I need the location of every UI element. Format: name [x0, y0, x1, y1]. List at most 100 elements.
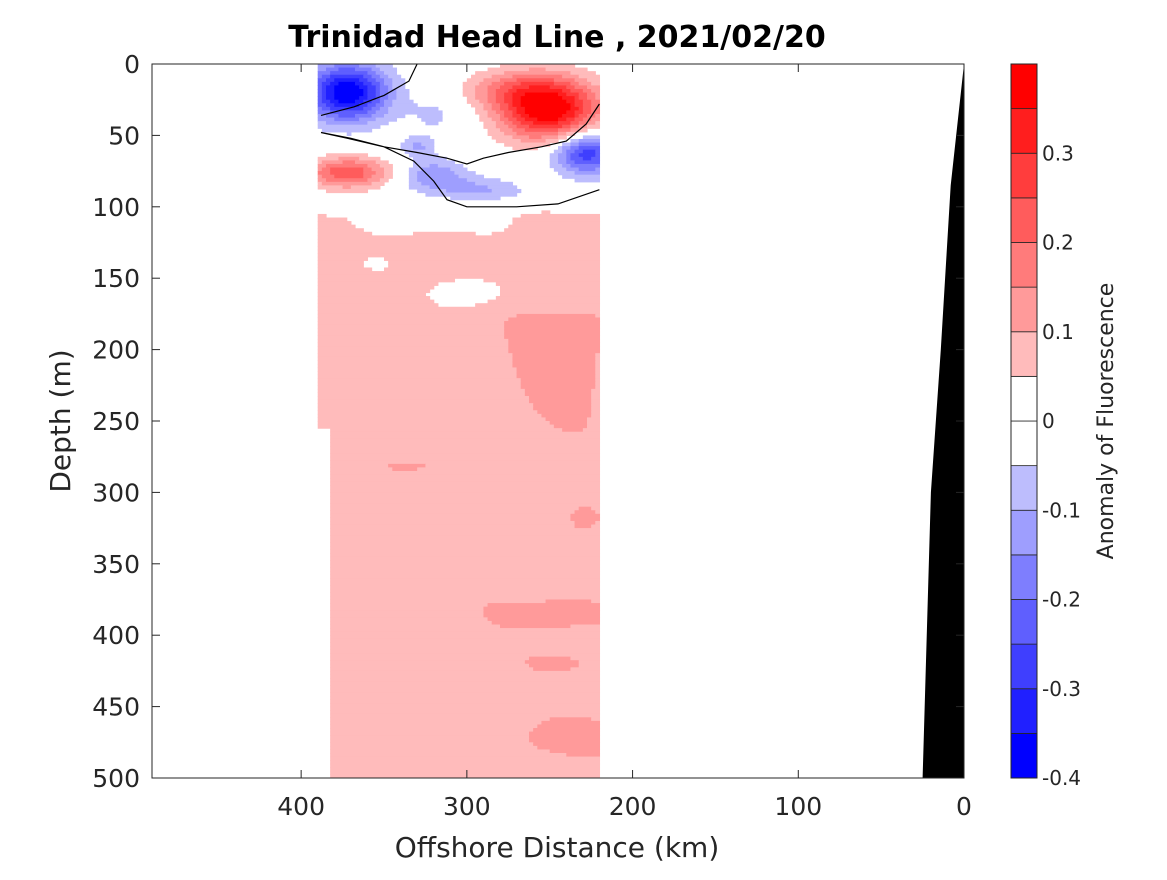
- section-cell: [508, 224, 601, 229]
- section-cell: [508, 117, 518, 122]
- section-cell: [500, 78, 518, 83]
- section-cell: [388, 110, 443, 115]
- section-cell: [317, 156, 340, 161]
- section-cell: [504, 331, 601, 336]
- section-cell: [330, 720, 543, 726]
- section-cell: [330, 710, 601, 715]
- section-cell: [330, 642, 601, 647]
- zero-anomaly-contour: [320, 64, 600, 208]
- section-cell: [508, 106, 518, 112]
- section-cell: [330, 599, 547, 604]
- section-cell: [574, 117, 584, 122]
- section-cell: [495, 88, 509, 94]
- section-cell: [330, 463, 389, 469]
- section-cell: [330, 685, 601, 690]
- section-cell: [595, 367, 601, 372]
- section-cell: [413, 160, 456, 165]
- section-cell: [512, 128, 526, 133]
- section-cell: [479, 113, 489, 119]
- section-cell: [384, 256, 601, 261]
- section-cell: [421, 142, 435, 147]
- section-cell: [384, 81, 393, 87]
- section-cell: [326, 85, 335, 90]
- section-cell: [508, 349, 601, 354]
- section-cell: [574, 520, 596, 526]
- section-cell: [375, 117, 398, 122]
- colorbar-swatch: [1010, 509, 1038, 556]
- section-cell: [574, 103, 584, 108]
- section-cell: [512, 110, 518, 115]
- section-cell: [462, 88, 476, 94]
- section-cell: [504, 321, 601, 326]
- section-cell: [317, 81, 323, 87]
- y-tick-label: 0: [124, 50, 140, 79]
- section-cell: [504, 121, 514, 126]
- section-cell: [562, 149, 567, 154]
- section-cell: [334, 64, 360, 69]
- colorbar-frame: [1010, 63, 1038, 779]
- x-tick-label: 400: [277, 792, 325, 821]
- section-cell: [317, 71, 331, 76]
- colorbar-swatch: [1010, 420, 1038, 467]
- section-cell: [504, 110, 514, 115]
- section-cell: [317, 271, 601, 276]
- section-cell: [330, 595, 601, 601]
- section-cell: [537, 410, 592, 415]
- section-cell: [574, 99, 584, 104]
- section-cell: [317, 88, 323, 94]
- section-cell: [388, 92, 398, 97]
- colorbar-tick-label: -0.1: [1042, 498, 1081, 522]
- section-cell: [367, 88, 377, 94]
- section-cell: [578, 74, 601, 79]
- section-cell: [471, 103, 485, 108]
- section-cell: [384, 99, 393, 104]
- section-cell: [504, 228, 601, 233]
- section-cell: [504, 335, 601, 340]
- section-cell: [495, 296, 601, 301]
- section-cell: [359, 117, 377, 122]
- section-cell: [379, 88, 389, 94]
- section-cell: [524, 117, 538, 122]
- y-tick-label: 500: [92, 764, 140, 793]
- x-tick-label: 200: [609, 792, 657, 821]
- section-cell: [558, 117, 567, 122]
- section-cell: [587, 92, 596, 97]
- section-cell: [330, 628, 601, 633]
- section-cell: [582, 88, 592, 94]
- colorbar-swatch: [1010, 63, 1038, 110]
- section-cell: [425, 192, 518, 197]
- section-cell: [512, 221, 601, 226]
- section-cell: [574, 85, 588, 90]
- section-cell: [317, 185, 344, 190]
- section-cell: [487, 131, 505, 136]
- section-cell: [520, 103, 572, 108]
- section-cell: [495, 110, 505, 115]
- section-cell: [504, 328, 601, 333]
- section-cell: [321, 99, 331, 104]
- section-cell: [317, 78, 327, 83]
- section-cell: [317, 221, 352, 226]
- section-cell: [582, 110, 592, 115]
- section-cell: [587, 121, 596, 126]
- section-cell: [388, 263, 601, 269]
- section-cell: [578, 113, 588, 119]
- section-cell: [578, 660, 601, 665]
- section-cell: [425, 146, 435, 151]
- section-cell: [529, 85, 551, 90]
- section-cell: [317, 292, 427, 297]
- section-cell: [500, 85, 514, 90]
- section-cell: [417, 174, 460, 179]
- section-cell: [359, 64, 377, 69]
- section-cell: [321, 96, 327, 101]
- section-cell: [566, 92, 580, 97]
- section-cell: [549, 749, 601, 754]
- section-cell: [562, 88, 572, 94]
- section-cell: [524, 128, 559, 133]
- section-cell: [595, 153, 601, 158]
- section-cell: [367, 110, 377, 115]
- section-cell: [578, 96, 588, 101]
- section-cell: [317, 256, 369, 261]
- section-cell: [495, 121, 505, 126]
- section-cell: [450, 196, 501, 201]
- section-cell: [466, 99, 480, 104]
